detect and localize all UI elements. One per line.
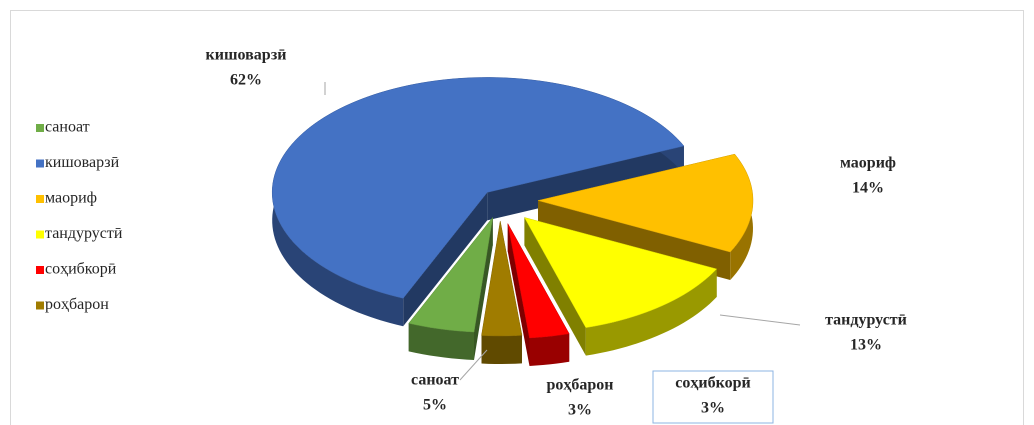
- data-label-value: 14%: [852, 180, 884, 197]
- slice: [481, 220, 523, 337]
- legend-label: саноат: [45, 119, 90, 136]
- legend-label: маориф: [45, 190, 97, 207]
- data-label-value: 13%: [850, 337, 882, 354]
- label-box: [652, 370, 774, 424]
- data-label-name: соҳибкорӣ: [675, 375, 750, 392]
- slice: [481, 220, 523, 364]
- slice: [523, 217, 718, 356]
- data-label-name: тандурустӣ: [825, 312, 907, 329]
- slice-side: [481, 335, 522, 364]
- slice: [507, 223, 570, 366]
- data-label-name: кишоварзӣ: [206, 47, 287, 64]
- slice: [537, 153, 754, 253]
- slice: [271, 77, 685, 327]
- legend-swatch: [36, 124, 44, 132]
- slice: [507, 223, 570, 339]
- slice-side: [408, 323, 475, 361]
- legend-swatch: [36, 195, 44, 203]
- slice-side: [507, 223, 530, 366]
- slice: [408, 216, 494, 361]
- legend-swatch: [36, 266, 44, 274]
- leader-line: [719, 314, 801, 326]
- slice-side: [524, 217, 586, 356]
- data-label-name: маориф: [840, 155, 896, 172]
- legend-label: тандурустӣ: [45, 225, 123, 242]
- slice-side: [529, 333, 570, 366]
- slice-side: [474, 217, 493, 361]
- data-label-name: саноат: [411, 372, 459, 389]
- legend-label: роҳбарон: [45, 296, 109, 313]
- data-label-value: 5%: [423, 397, 447, 414]
- legend-swatch: [36, 301, 44, 310]
- slice-side: [585, 268, 717, 356]
- slice: [523, 217, 718, 328]
- slice: [408, 216, 494, 333]
- data-label-value: 62%: [230, 72, 262, 89]
- slice: [271, 77, 685, 299]
- legend-swatch: [36, 230, 44, 239]
- legend-label: соҳибкорӣ: [45, 261, 117, 278]
- slice-side: [403, 192, 488, 327]
- data-label-value: 3%: [568, 402, 592, 419]
- slice-side: [487, 146, 684, 221]
- data-label-name: роҳбарон: [546, 377, 613, 394]
- leader-line: [459, 349, 488, 381]
- data-label-value: 3%: [701, 400, 725, 417]
- legend-label: кишоварзӣ: [45, 154, 120, 171]
- legend-swatch: [36, 159, 44, 168]
